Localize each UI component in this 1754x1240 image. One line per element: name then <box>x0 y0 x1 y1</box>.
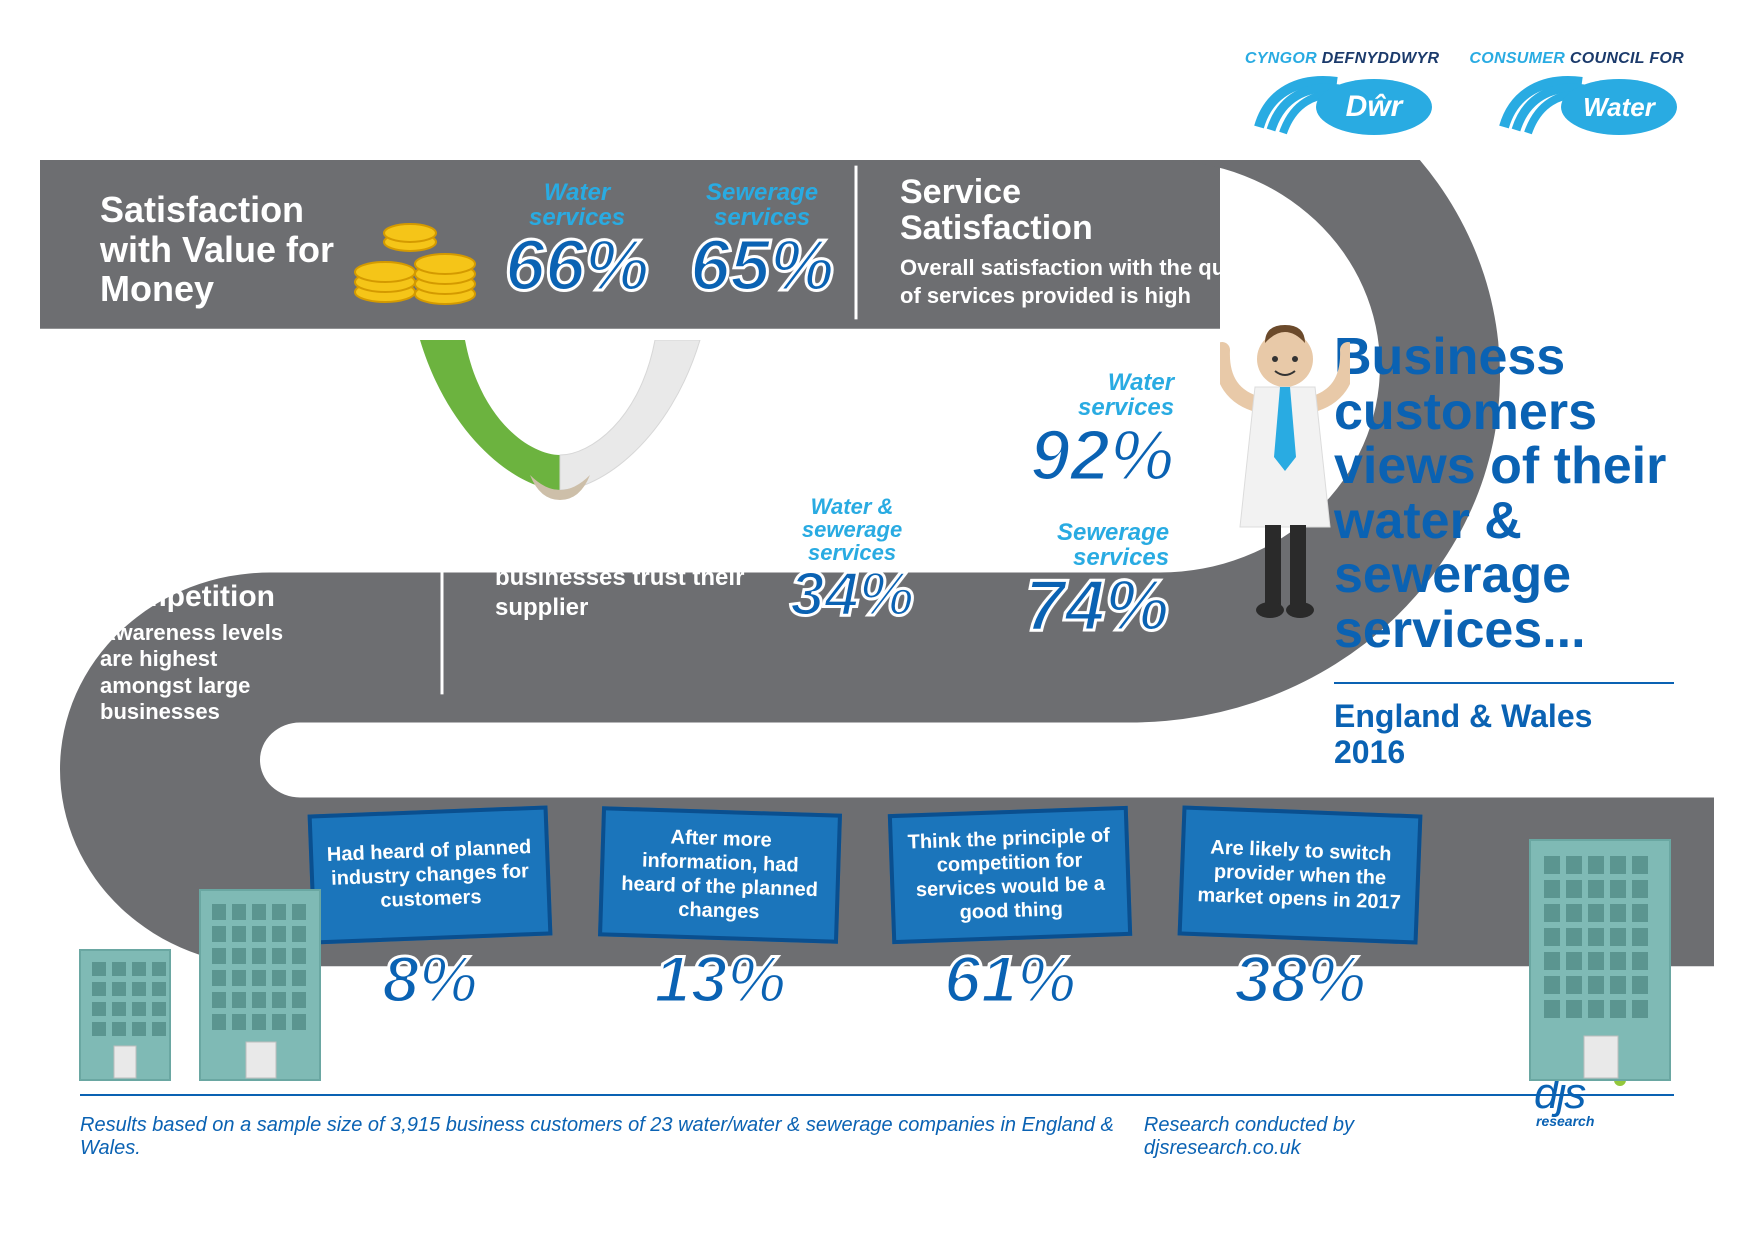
trust-label: Water & sewerage services <box>790 495 914 564</box>
competition-card-4-text: Are likely to switch provider when the m… <box>1178 805 1423 944</box>
vfm-sewerage-pct: 65% <box>690 230 834 302</box>
person-icon <box>1220 325 1350 625</box>
competition-heading: Competition <box>100 580 300 614</box>
title-divider <box>1334 682 1674 684</box>
buildings-right-icon <box>1500 830 1700 1090</box>
logos-area: CYNGOR DEFNYDDWYR Dŵr CONSUMER COUNCIL <box>1239 50 1684 142</box>
logo-welsh: CYNGOR DEFNYDDWYR Dŵr <box>1239 50 1439 142</box>
logo-welsh-pre: CYNGOR <box>1245 50 1317 67</box>
footer: Results based on a sample size of 3,915 … <box>80 1094 1674 1160</box>
svcsat-body: Overall satisfaction with the quality of… <box>900 254 1270 309</box>
logo-english-post: COUNCIL FOR <box>1570 50 1684 67</box>
svcsat-water: Water services 92% <box>1030 370 1174 492</box>
logo-english-pre: CONSUMER <box>1469 50 1565 67</box>
svg-text:research: research <box>1536 1113 1594 1129</box>
vfm-water-pct: 66% <box>505 230 649 302</box>
infographic-page: CYNGOR DEFNYDDWYR Dŵr CONSUMER COUNCIL <box>40 40 1714 1200</box>
title-block: Business customers views of their water … <box>1334 330 1674 771</box>
competition-card-2-text: After more information, had heard of the… <box>598 806 842 943</box>
competition-card-3: Think the principle of competition for s… <box>890 810 1130 1012</box>
vfm-heading: Satisfaction with Value for Money <box>100 190 360 309</box>
section-value-for-money: Satisfaction with Value for Money <box>100 190 360 309</box>
logo-welsh-text: CYNGOR DEFNYDDWYR <box>1245 50 1439 68</box>
title-subtitle: England & Wales 2016 <box>1334 698 1674 772</box>
competition-cards: Had heard of planned industry changes fo… <box>310 810 1420 1012</box>
competition-card-2-pct: 13% <box>600 946 840 1012</box>
svcsat-water-label: Water services <box>1030 370 1174 420</box>
section-competition: Competition Awareness levels are highest… <box>100 580 300 726</box>
swoosh-icon: Dŵr <box>1239 72 1439 142</box>
svcsat-sewer: Sewerage services 74% <box>1025 520 1169 642</box>
coins-icon <box>350 210 490 310</box>
section-trust: Trust Around one-third of businesses tru… <box>495 490 795 623</box>
logo-welsh-post: DEFNYDDWYR <box>1322 50 1440 67</box>
title-year: 2016 <box>1334 734 1405 770</box>
page-title: Business customers views of their water … <box>1334 330 1674 658</box>
trust-body: Around one-third of businesses trust the… <box>495 533 795 623</box>
section-service-satisfaction: Service Satisfaction Overall satisfactio… <box>900 175 1270 309</box>
competition-card-3-text: Think the principle of competition for s… <box>888 806 1132 944</box>
competition-card-4: Are likely to switch provider when the m… <box>1180 810 1420 1012</box>
competition-body: Awareness levels are highest amongst lar… <box>100 620 300 726</box>
vfm-sewerage-label: Sewerage services <box>690 180 834 230</box>
competition-card-4-pct: 38% <box>1180 946 1420 1012</box>
logo-welsh-bubble: Dŵr <box>1346 90 1405 123</box>
trust-heading: Trust <box>495 490 795 529</box>
vfm-water-label: Water services <box>505 180 649 230</box>
footer-credit: Research conducted by djsresearch.co.uk <box>1144 1114 1504 1160</box>
trust-pct: 34% <box>790 564 914 626</box>
competition-card-3-pct: 61% <box>890 946 1130 1012</box>
logo-english: CONSUMER COUNCIL FOR Water <box>1469 50 1684 142</box>
buildings-left-icon <box>70 860 350 1090</box>
footer-sample-note: Results based on a sample size of 3,915 … <box>80 1114 1144 1160</box>
svcsat-sewer-pct: 74% <box>1025 570 1169 642</box>
logo-english-text: CONSUMER COUNCIL FOR <box>1469 50 1684 68</box>
vfm-sewerage: Sewerage services 65% <box>690 180 834 302</box>
logo-english-bubble: Water <box>1583 92 1657 122</box>
competition-card-2: After more information, had heard of the… <box>600 810 840 1012</box>
swoosh-icon: Water <box>1484 72 1684 142</box>
vfm-water: Water services 66% <box>505 180 649 302</box>
svcsat-water-pct: 92% <box>1030 420 1174 492</box>
svcsat-heading: Service Satisfaction <box>900 175 1270 246</box>
title-region: England & Wales <box>1334 698 1592 734</box>
svcsat-sewer-label: Sewerage services <box>1025 520 1169 570</box>
trust-combined: Water & sewerage services 34% <box>790 495 914 626</box>
